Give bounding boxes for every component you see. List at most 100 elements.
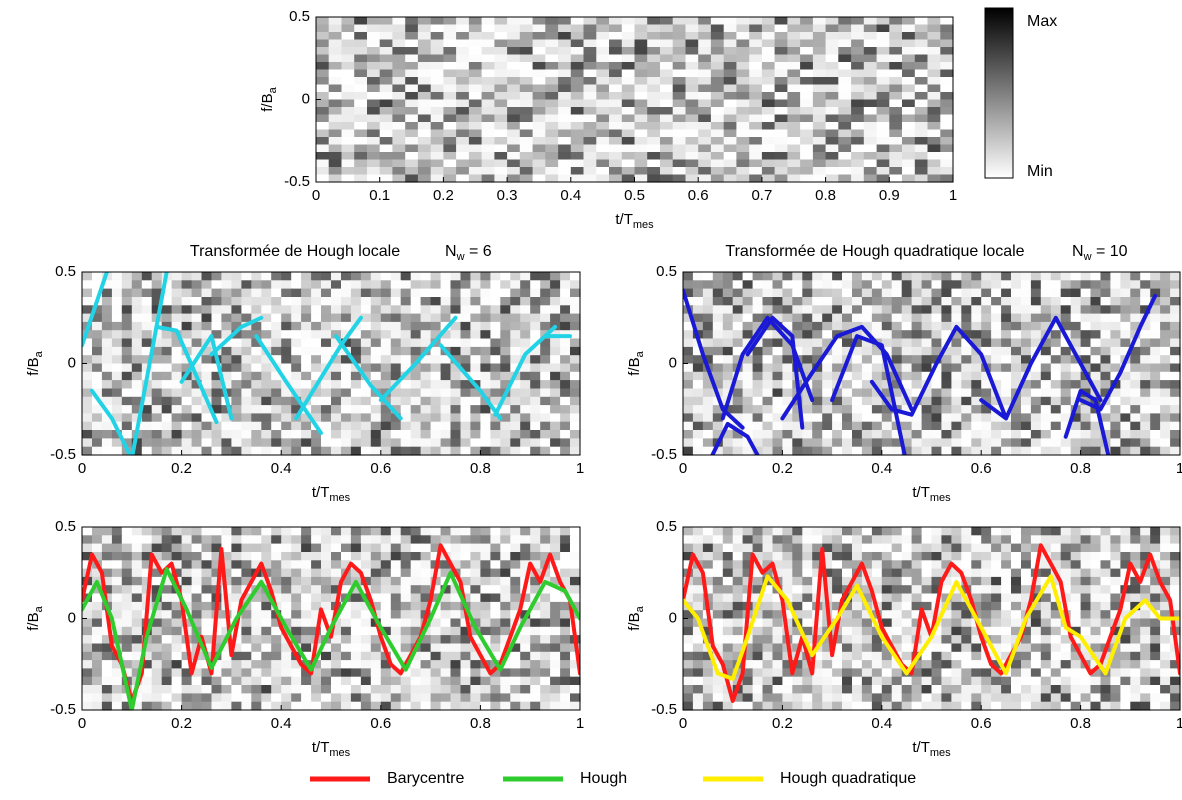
texture-cell — [161, 338, 173, 348]
texture-cell — [301, 651, 312, 661]
texture-cell — [331, 552, 342, 561]
texture-cell — [685, 114, 699, 123]
texture-cell — [782, 355, 793, 365]
texture-cell — [211, 363, 223, 373]
texture-cell — [736, 24, 750, 33]
texture-cell — [792, 446, 803, 456]
texture-cell — [392, 17, 406, 26]
texture-cell — [350, 585, 362, 595]
texture-cell — [480, 535, 491, 545]
texture-cell — [350, 552, 362, 561]
texture-cell — [634, 47, 648, 56]
texture-cell — [1050, 280, 1062, 290]
texture-cell — [231, 560, 242, 570]
texture-cell — [111, 430, 123, 439]
texture-cell — [596, 174, 610, 183]
texture-cell — [851, 54, 865, 63]
texture-cell — [380, 280, 392, 290]
texture-cell — [241, 330, 252, 340]
texture-cell — [1110, 430, 1121, 439]
texture-cell — [660, 77, 674, 86]
texture-cell — [530, 371, 541, 381]
texture-cell — [131, 643, 143, 653]
texture-cell — [1120, 297, 1131, 306]
texture-cell — [570, 39, 585, 48]
texture-cell — [181, 676, 193, 686]
texture-cell — [291, 660, 302, 669]
texture-cell — [1060, 568, 1072, 578]
texture-cell — [400, 693, 412, 703]
texture-cell — [560, 527, 571, 536]
texture-cell — [405, 32, 419, 41]
texture-cell — [380, 421, 392, 431]
texture-cell — [660, 84, 674, 93]
texture-cell — [749, 137, 763, 146]
texture-cell — [251, 280, 262, 290]
texture-cell — [545, 62, 559, 71]
texture-cell — [420, 280, 432, 290]
texture-cell — [702, 380, 714, 389]
texture-cell — [360, 430, 372, 439]
texture-cell — [221, 430, 232, 439]
texture-cell — [341, 338, 352, 348]
texture-cell — [141, 668, 153, 678]
texture-cell — [861, 560, 873, 570]
texture-cell — [500, 371, 511, 381]
texture-cell — [510, 330, 521, 340]
texture-cell — [825, 69, 839, 78]
texture-cell — [774, 159, 788, 168]
texture-cell — [430, 626, 442, 636]
texture-cell — [941, 576, 952, 586]
texture-cell — [161, 288, 173, 298]
texture-cell — [520, 643, 531, 653]
texture-cell — [191, 330, 203, 340]
texture-cell — [822, 405, 833, 414]
texture-cell — [838, 54, 852, 63]
texture-cell — [971, 446, 982, 456]
x-tick-label: 0.9 — [879, 187, 900, 204]
texture-cell — [876, 17, 890, 26]
texture-cell — [430, 380, 442, 389]
texture-cell — [927, 152, 941, 161]
texture-cell — [772, 380, 783, 389]
texture-cell — [101, 380, 113, 389]
texture-cell — [921, 535, 933, 545]
texture-cell — [251, 626, 262, 636]
texture-cell — [940, 129, 954, 138]
texture-cell — [111, 568, 123, 578]
texture-cell — [392, 152, 406, 161]
texture-cell — [732, 576, 744, 586]
texture-cell — [550, 297, 561, 306]
texture-cell — [1170, 288, 1181, 298]
texture-cell — [545, 54, 559, 63]
texture-cell — [1140, 330, 1151, 340]
texture-cell — [863, 137, 878, 146]
texture-cell — [201, 438, 213, 448]
texture-cell — [752, 313, 764, 323]
texture-cell — [792, 280, 803, 290]
texture-cell — [800, 39, 814, 48]
texture-cell — [400, 346, 412, 356]
texture-cell — [201, 380, 213, 389]
texture-cell — [380, 685, 392, 694]
texture-cell — [852, 527, 863, 536]
texture-cell — [1100, 593, 1111, 603]
texture-cell — [772, 593, 783, 603]
texture-cell — [251, 346, 262, 356]
texture-cell — [131, 330, 143, 340]
texture-cell — [583, 17, 597, 26]
texture-cell — [341, 122, 355, 131]
texture-cell — [370, 535, 382, 545]
texture-cell — [921, 446, 933, 456]
texture-cell — [792, 330, 803, 340]
texture-cell — [231, 701, 242, 711]
texture-cell — [271, 618, 282, 628]
texture-cell — [111, 338, 123, 348]
texture-cell — [532, 167, 546, 176]
texture-cell — [940, 159, 954, 168]
texture-cell — [1001, 280, 1012, 290]
texture-cell — [881, 585, 893, 595]
texture-cell — [341, 355, 352, 365]
texture-cell — [802, 421, 813, 431]
texture-cell — [812, 288, 823, 298]
